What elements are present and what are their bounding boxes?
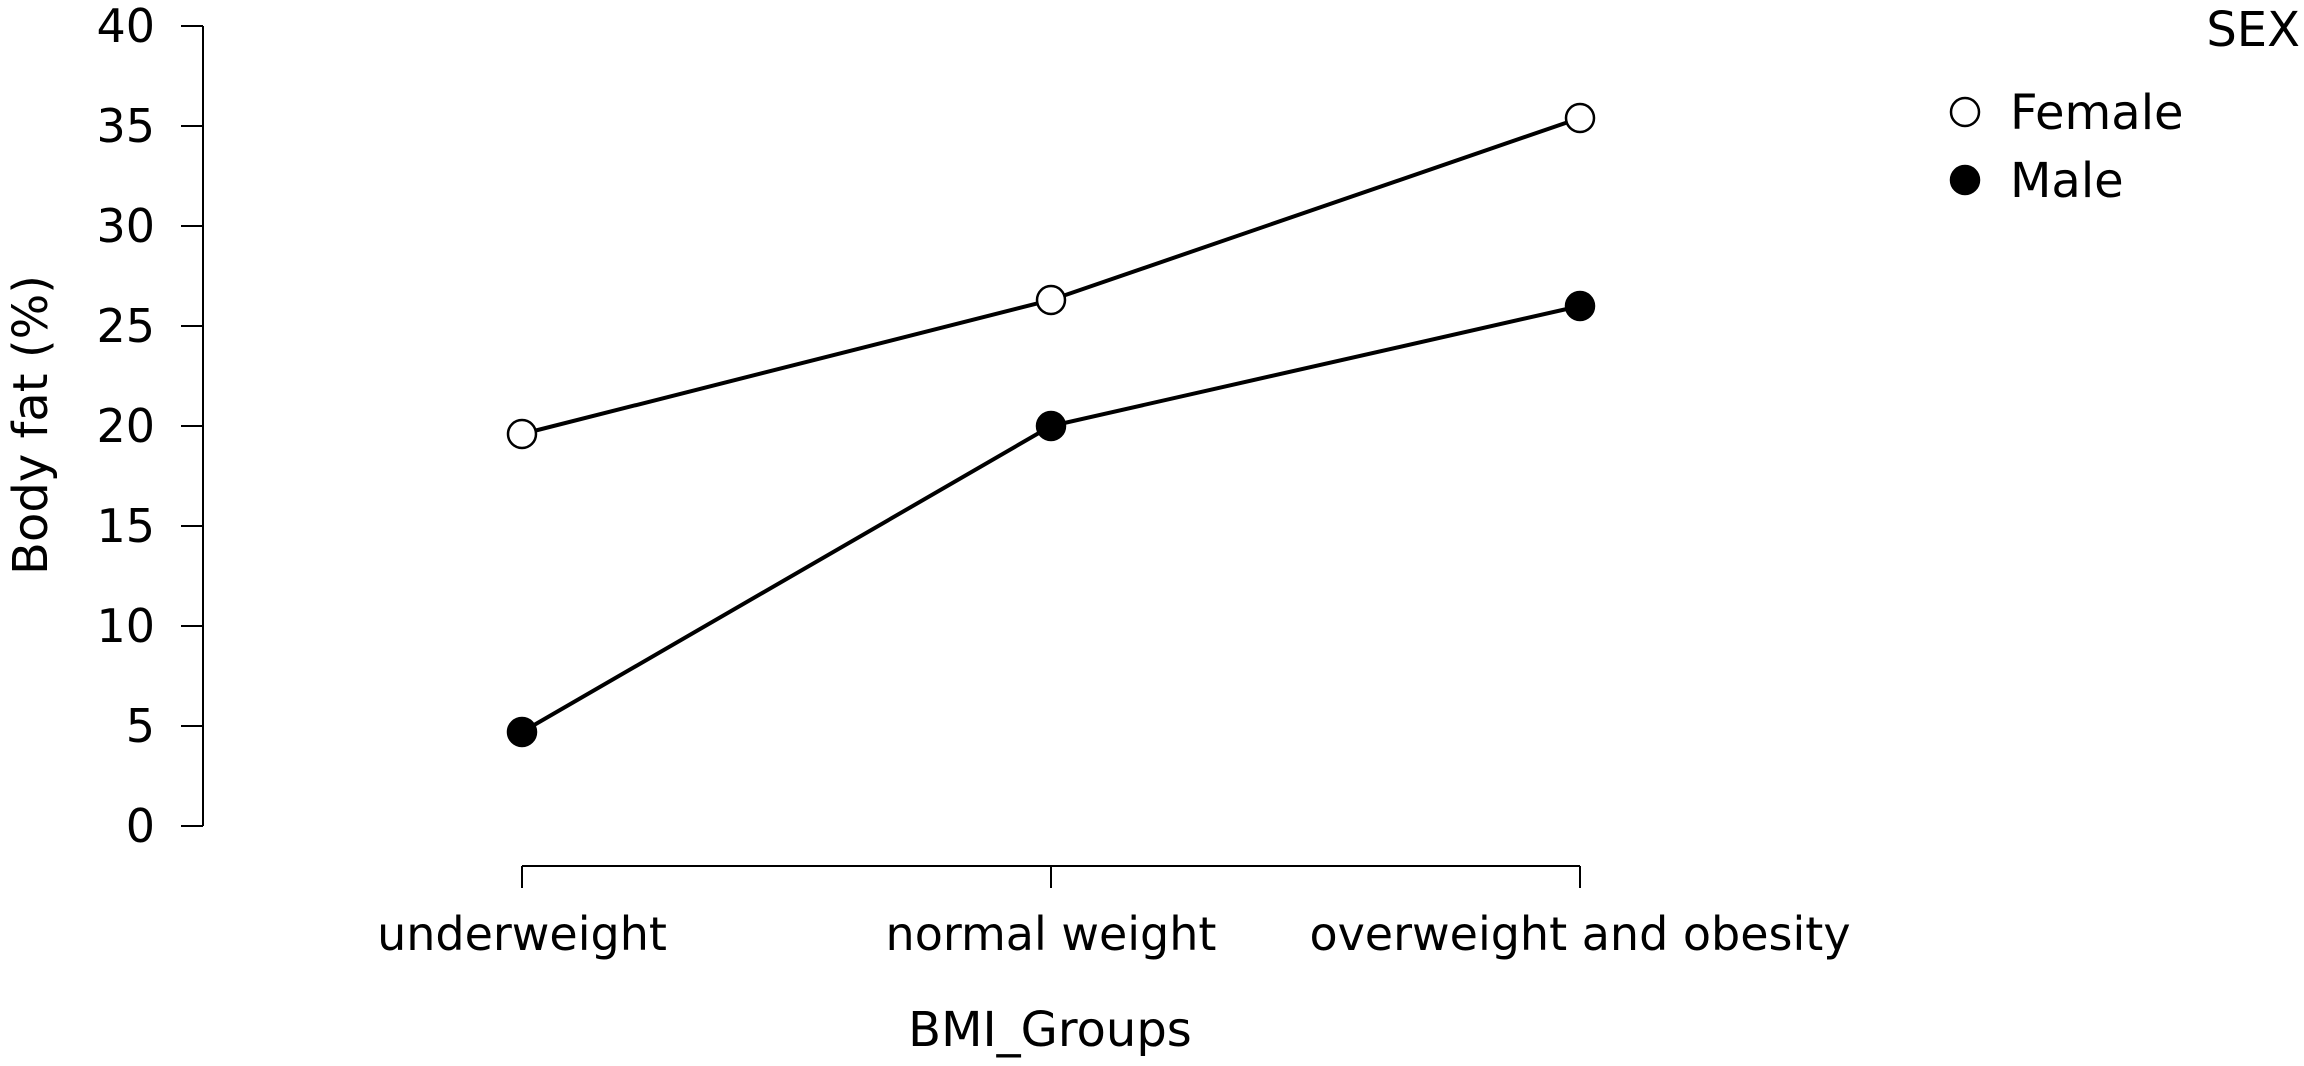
x-tick-label: overweight and obesity <box>1309 907 1850 961</box>
legend-marker-female <box>1949 96 1981 128</box>
legend: SEX Female Male <box>1949 2 2300 209</box>
y-tick-label: 30 <box>96 199 155 253</box>
x-axis-title: BMI_Groups <box>908 1002 1192 1058</box>
legend-items: Female Male <box>1949 85 2184 209</box>
legend-label-female: Female <box>2010 85 2184 141</box>
y-tick-label: 35 <box>96 99 155 153</box>
data-point-male <box>506 716 538 748</box>
y-tick-label: 20 <box>96 399 155 453</box>
data-point-female <box>1564 102 1596 134</box>
data-point-male <box>1035 410 1067 442</box>
x-axis: underweight normal weight overweight and o… <box>377 865 1851 961</box>
data-point-female <box>1035 284 1067 316</box>
data-point-female <box>506 418 538 450</box>
y-tick-label: 10 <box>96 599 155 653</box>
x-tick-label: normal weight <box>886 907 1217 961</box>
data-point-male <box>1564 290 1596 322</box>
y-axis: 0 5 10 15 20 25 30 35 40 <box>96 0 204 853</box>
series-line-female <box>521 116 1581 436</box>
series-line-male <box>520 304 1581 734</box>
y-axis-title: Body fat (%) <box>3 275 59 575</box>
x-ticks: underweight normal weight overweight and o… <box>377 866 1851 961</box>
y-tick-label: 0 <box>126 799 155 853</box>
series-group <box>506 102 1596 748</box>
legend-title: SEX <box>2206 2 2300 58</box>
y-tick-label: 40 <box>96 0 155 53</box>
x-tick-label: underweight <box>377 907 667 961</box>
y-tick-label: 5 <box>126 699 155 753</box>
y-ticks: 0 5 10 15 20 25 30 35 40 <box>96 0 203 853</box>
legend-marker-male <box>1949 164 1981 196</box>
y-tick-label: 25 <box>96 299 155 353</box>
y-tick-label: 15 <box>96 499 155 553</box>
legend-label-male: Male <box>2010 153 2124 209</box>
